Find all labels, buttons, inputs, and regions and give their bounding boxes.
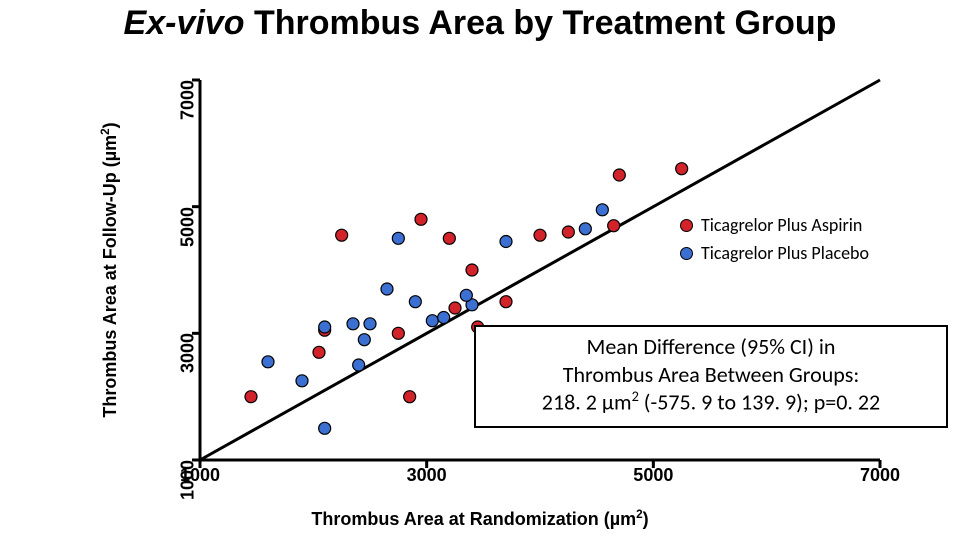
stats-line1: Mean Difference (95% CI) in <box>486 333 936 361</box>
stats-box: Mean Difference (95% CI) in Thrombus Are… <box>474 325 948 428</box>
legend-item-placebo: Ticagrelor Plus Placebo <box>680 240 869 268</box>
legend-item-aspirin: Ticagrelor Plus Aspirin <box>680 212 869 240</box>
y-tick-label: 3000 <box>178 333 199 373</box>
legend-dot-placebo <box>680 247 693 260</box>
x-tick-label: 7000 <box>860 465 900 486</box>
title-rest: Thrombus Area by Treatment Group <box>245 4 837 42</box>
legend-label-aspirin: Ticagrelor Plus Aspirin <box>701 212 862 240</box>
legend: Ticagrelor Plus Aspirin Ticagrelor Plus … <box>680 212 869 268</box>
y-tick-label: 1000 <box>178 460 199 500</box>
stats-line3: 218. 2 µm2 (-575. 9 to 139. 9); p=0. 22 <box>486 388 936 416</box>
x-axis-label: Thrombus Area at Randomization (µm2) <box>0 508 960 530</box>
y-tick-label: 7000 <box>178 80 199 120</box>
legend-dot-aspirin <box>680 219 693 232</box>
slide-root: Ex-vivo Thrombus Area by Treatment Group… <box>0 0 960 540</box>
x-tick-label: 3000 <box>407 465 447 486</box>
legend-label-placebo: Ticagrelor Plus Placebo <box>701 240 869 268</box>
title-italic: Ex-vivo <box>124 4 245 42</box>
y-tick-label: 5000 <box>178 207 199 247</box>
y-axis-label: Thrombus Area at Follow-Up (µm2) <box>99 122 121 417</box>
x-tick-label: 5000 <box>633 465 673 486</box>
slide-title: Ex-vivo Thrombus Area by Treatment Group <box>0 4 960 43</box>
stats-line2: Thrombus Area Between Groups: <box>486 361 936 389</box>
